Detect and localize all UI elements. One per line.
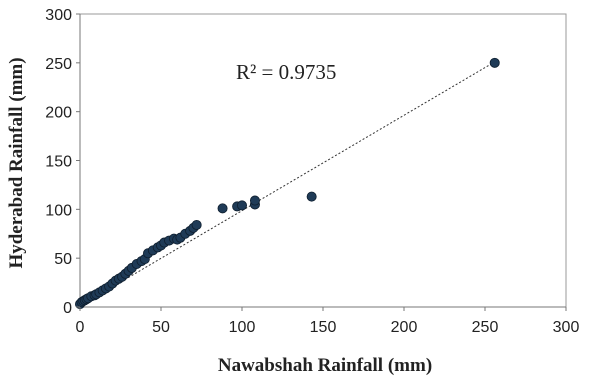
data-point xyxy=(489,57,500,68)
y-tick-label: 200 xyxy=(45,105,72,122)
x-tick-label: 50 xyxy=(152,319,170,336)
x-axis-title: Nawabshah Rainfall (mm) xyxy=(218,355,432,376)
y-axis-title: Hyderabad Rainfall (mm) xyxy=(6,57,27,268)
x-tick-label: 0 xyxy=(76,319,85,336)
data-point xyxy=(249,195,260,206)
data-point xyxy=(217,203,228,214)
data-point xyxy=(306,191,317,202)
x-tick-label: 150 xyxy=(310,319,337,336)
y-tick-label: 0 xyxy=(63,300,72,317)
r-squared-annotation: R² = 0.9735 xyxy=(236,60,336,84)
x-tick-label: 300 xyxy=(553,319,580,336)
y-tick-label: 100 xyxy=(45,202,72,219)
data-point xyxy=(236,200,247,211)
y-tick-label: 50 xyxy=(54,251,72,268)
y-tick-label: 150 xyxy=(45,154,72,171)
x-tick-label: 250 xyxy=(472,319,499,336)
trendline xyxy=(79,61,495,307)
y-tick-label: 250 xyxy=(45,56,72,73)
data-point xyxy=(191,219,202,230)
x-tick-label: 100 xyxy=(229,319,256,336)
x-tick-label: 200 xyxy=(391,319,418,336)
y-tick-label: 300 xyxy=(45,7,72,24)
